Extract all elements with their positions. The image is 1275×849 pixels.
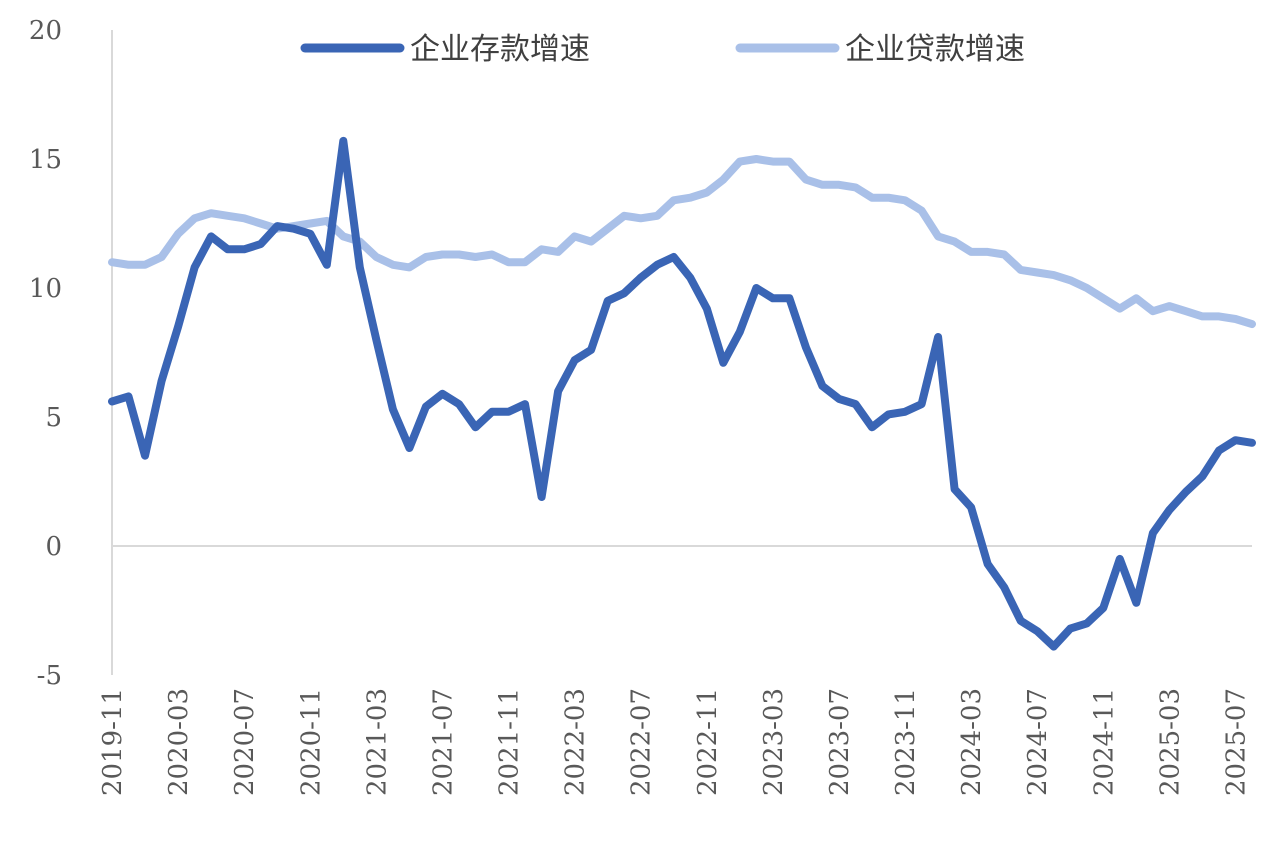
- x-tick-label: 2022-11: [693, 688, 723, 796]
- y-tick-label: 10: [29, 274, 62, 304]
- x-tick-label: 2019-11: [98, 688, 128, 796]
- x-tick-label: 2023-03: [759, 688, 789, 796]
- x-tick-label: 2020-07: [230, 688, 260, 796]
- y-tick-label: 20: [29, 16, 62, 46]
- series-lines: [108, 136, 1256, 651]
- legend: 企业存款增速 企业贷款增速: [300, 32, 1025, 67]
- x-tick-label: 2021-03: [362, 688, 392, 796]
- x-tick-label: 2021-07: [428, 688, 458, 796]
- x-tick-label: 2022-03: [561, 688, 591, 796]
- x-tick-label: 2025-03: [1155, 688, 1185, 796]
- series-line-loan: [108, 155, 1256, 329]
- x-axis-ticks: 2019-11 2020-03 2020-07 2020-11 2021-03 2021-…: [98, 688, 1251, 796]
- chart-axes: [111, 30, 1252, 675]
- x-tick-label: 2020-11: [296, 688, 326, 796]
- x-tick-label: 2023-07: [825, 688, 855, 796]
- x-tick-label: 2020-03: [164, 688, 194, 796]
- y-axis-ticks: 20 15 10 5 0 -5: [29, 16, 62, 691]
- y-tick-label: 15: [29, 145, 62, 175]
- x-tick-label: 2025-07: [1221, 688, 1251, 796]
- legend-label-deposit: 企业存款增速: [410, 32, 590, 67]
- x-tick-label: 2023-11: [891, 688, 921, 796]
- x-tick-label: 2024-03: [957, 688, 987, 796]
- legend-label-loan: 企业贷款增速: [845, 32, 1025, 67]
- x-tick-label: 2024-07: [1023, 688, 1053, 796]
- x-tick-label: 2024-11: [1089, 688, 1119, 796]
- series-line-deposit: [108, 136, 1256, 651]
- x-tick-label: 2021-11: [495, 688, 525, 796]
- y-tick-label: 0: [45, 532, 62, 562]
- y-tick-label: -5: [37, 661, 62, 691]
- y-tick-label: 5: [45, 403, 62, 433]
- x-tick-label: 2022-07: [627, 688, 657, 796]
